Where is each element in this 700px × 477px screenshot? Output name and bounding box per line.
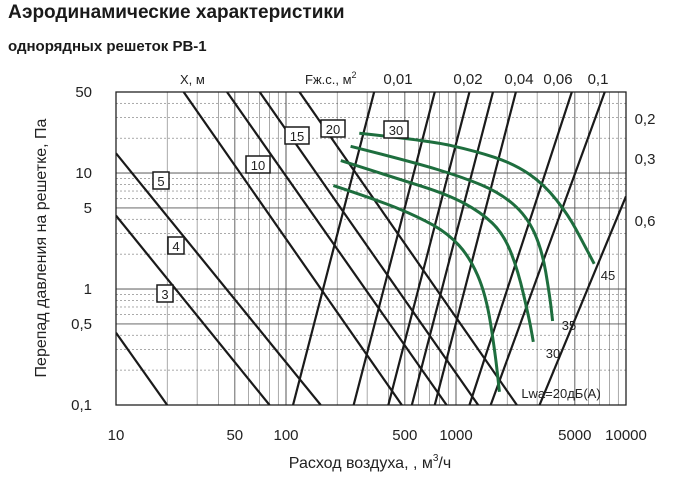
throw-line — [226, 92, 448, 405]
x-tick-label: 50 — [226, 427, 243, 444]
area-label: 0,06 — [543, 71, 572, 88]
area-line — [410, 92, 495, 405]
throw-line — [182, 92, 403, 405]
noise-curve-label: 45 — [601, 268, 615, 283]
y-tick-label: 0,1 — [71, 397, 92, 414]
area-line — [291, 92, 376, 405]
chart-title: Аэродинамические характеристики — [8, 2, 345, 23]
throw-label: 20 — [326, 122, 340, 137]
throw-line — [116, 152, 322, 405]
chart-subtitle: однорядных решеток РВ-1 — [8, 38, 207, 55]
y-tick-label: 10 — [75, 165, 92, 182]
noise-curves — [332, 131, 596, 392]
area-label: 0,2 — [635, 111, 656, 128]
area-label: 0,01 — [383, 71, 412, 88]
throw-label: 10 — [251, 158, 265, 173]
area-label: 0,6 — [635, 213, 656, 230]
throw-label-box — [156, 284, 174, 303]
area-label: 0,04 — [504, 71, 533, 88]
diagonal-lines — [116, 92, 626, 405]
noise-curve — [350, 144, 555, 322]
x-tick-label: 5000 — [558, 427, 591, 444]
area-label: 0,3 — [635, 151, 656, 168]
throw-label: 5 — [157, 174, 164, 189]
x-tick-label: 10 — [108, 427, 125, 444]
x-tick-label: 100 — [273, 427, 298, 444]
throw-label-box — [383, 120, 409, 139]
header-area-label: Fж.с., м2 — [305, 70, 357, 87]
x-axis-label: Расход воздуха, , м3/ч — [289, 453, 451, 472]
throw-line — [116, 332, 169, 405]
area-line — [433, 92, 517, 405]
y-tick-label: 5 — [84, 200, 92, 217]
area-line — [352, 92, 436, 405]
y-tick-label: 50 — [75, 84, 92, 101]
noise-curve-label: 35 — [562, 318, 576, 333]
noise-curve — [332, 184, 501, 392]
throw-label-box — [320, 119, 346, 138]
area-label: 0,02 — [453, 71, 482, 88]
area-line — [538, 195, 626, 405]
throw-label-box — [152, 171, 170, 190]
plot-frame — [115, 91, 627, 406]
throw-label: 3 — [161, 287, 168, 302]
area-line — [387, 92, 471, 405]
throw-label: 30 — [389, 123, 403, 138]
throw-label-box — [167, 236, 185, 255]
noise-curve — [359, 131, 596, 265]
throw-label-box — [245, 155, 271, 174]
noise-curve-label: Lwa=20дБ(A) — [521, 386, 600, 401]
noise-curve-label: 30 — [546, 346, 560, 361]
throw-label-box — [284, 126, 310, 145]
throw-line — [116, 214, 271, 405]
y-axis-label: Перепад давления на решетке, Па — [33, 118, 50, 377]
noise-curve — [340, 159, 535, 343]
throw-label: 4 — [172, 239, 179, 254]
throw-label: 15 — [290, 129, 304, 144]
area-line — [489, 92, 606, 405]
y-tick-label: 0,5 — [71, 316, 92, 333]
x-tick-label: 500 — [392, 427, 417, 444]
throw-line — [298, 92, 518, 405]
y-tick-label: 1 — [84, 281, 92, 298]
area-line — [468, 92, 573, 405]
x-tick-label: 1000 — [439, 427, 472, 444]
x-tick-label: 10000 — [605, 427, 647, 444]
area-label: 0,1 — [588, 71, 609, 88]
header-throw-label: X, м — [180, 72, 205, 87]
